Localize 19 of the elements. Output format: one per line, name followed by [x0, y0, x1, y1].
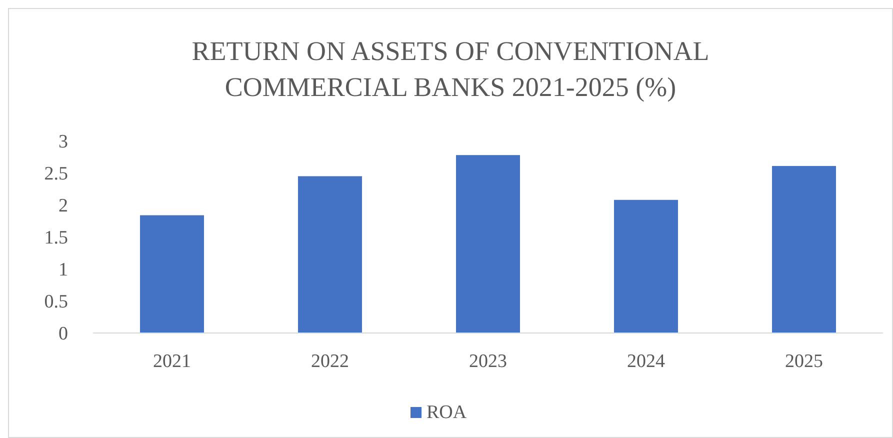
bar	[456, 155, 520, 333]
y-tick-label: 0.5	[44, 292, 68, 313]
bar	[140, 215, 204, 333]
chart-title: RETURN ON ASSETS OF CONVENTIONAL COMMERCIAL BANKS 2021-2025 (%)	[192, 36, 710, 102]
bar	[298, 176, 362, 333]
y-tick-label: 0	[58, 324, 68, 345]
x-tick-label: 2024	[627, 351, 666, 372]
y-tick-label: 2.5	[44, 164, 68, 185]
bar	[614, 200, 678, 333]
x-tick-label: 2021	[153, 351, 191, 372]
y-tick-label: 2	[58, 196, 68, 217]
legend-label: ROA	[426, 402, 467, 423]
x-tick-label: 2022	[311, 351, 349, 372]
x-tick-label: 2023	[469, 351, 507, 372]
y-tick-label: 1	[58, 260, 68, 281]
y-tick-label: 1.5	[44, 228, 68, 249]
bar	[772, 166, 836, 333]
y-tick-label: 3	[58, 132, 68, 153]
x-tick-label: 2025	[785, 351, 823, 372]
